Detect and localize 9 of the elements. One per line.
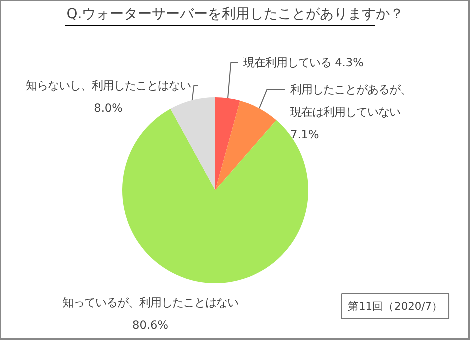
slice-label: 現在利用している 4.3% — [244, 56, 364, 70]
slice-label: 利用したことがあるが、現在は利用していない — [290, 82, 412, 119]
slice-label: 知っているが、利用したことはない — [62, 296, 238, 310]
chart-title: Q.ウォーターサーバーを利用したことがありますか？ — [66, 6, 404, 22]
data-label: 8.0% — [94, 100, 124, 115]
data-label: 80.6% — [132, 318, 169, 332]
slice-label: 知らないし、利用したことはない — [26, 78, 191, 92]
data-label: 7.1% — [290, 127, 320, 142]
text: 第11回（2020/7） — [348, 300, 444, 313]
